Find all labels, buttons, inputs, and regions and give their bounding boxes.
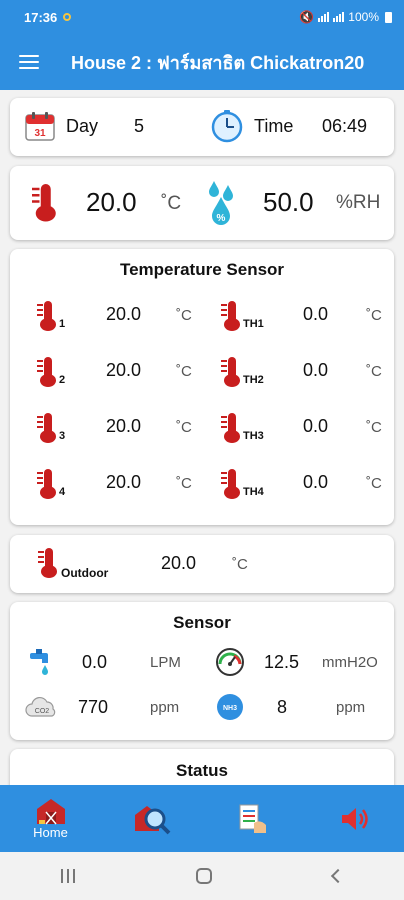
notification-icon	[63, 13, 72, 21]
nh3-icon: NH3	[217, 694, 243, 720]
nh3-icon-label: NH3	[223, 705, 237, 712]
nav-home[interactable]: Home	[0, 785, 101, 852]
sensor-sub-label: 3	[59, 430, 66, 442]
day-value: 5	[134, 116, 145, 136]
co2-value: 770	[78, 697, 109, 717]
thermometer-icon	[37, 413, 59, 443]
nav-report[interactable]	[202, 785, 303, 852]
thermometer-icon	[32, 184, 60, 222]
sensor-sub-label: 2	[59, 374, 66, 386]
nav-home-label: Home	[33, 825, 68, 840]
clock-icon	[211, 110, 243, 143]
sensor-unit: ˚C	[176, 419, 192, 436]
co2-cloud-icon: CO2	[25, 696, 56, 717]
battery-icon	[385, 11, 392, 23]
signal-icon	[318, 12, 330, 22]
sensor-title: Sensor	[173, 613, 231, 632]
calendar-icon: 31	[25, 112, 55, 141]
thermometer-icon	[38, 548, 60, 578]
temperature-sensor-card: Temperature Sensor 1 20.0 ˚C TH1 0.0 ˚C …	[10, 249, 394, 525]
sensor-value: 20.0	[106, 416, 142, 436]
sensor-sub-label: 1	[59, 318, 66, 330]
speaker-alarm-icon	[341, 807, 368, 830]
nav-search-farm[interactable]	[101, 785, 202, 852]
report-document-icon	[239, 804, 266, 833]
mute-icon: 🔇	[299, 10, 315, 24]
outdoor-value: 20.0	[161, 553, 197, 573]
day-label: Day	[66, 116, 99, 136]
bottom-nav: Home	[0, 785, 404, 852]
thermometer-icon	[221, 301, 243, 331]
nav-alarm[interactable]	[303, 785, 404, 852]
sensor-value: 0.0	[303, 416, 329, 436]
main-reading-card: 20.0 ˚C % 50.0 %RH	[10, 166, 394, 240]
water-tap-icon	[30, 649, 48, 675]
sensor-sub-label: TH4	[243, 486, 264, 498]
sensor-unit: ˚C	[366, 419, 382, 436]
sensor-value: 20.0	[106, 472, 142, 492]
menu-icon[interactable]	[19, 55, 39, 69]
system-status-bar: 17:36 🔇 100%	[0, 0, 404, 34]
status-time: 17:36	[24, 9, 58, 25]
status-indicators: 🔇 100%	[299, 10, 392, 24]
thermometer-icon	[221, 357, 243, 387]
humidity-icon: %	[209, 181, 233, 225]
time-value: 06:49	[322, 116, 368, 136]
sensor-unit: ˚C	[366, 363, 382, 380]
sensor-unit: ˚C	[176, 363, 192, 380]
time-label: Time	[254, 116, 294, 136]
sensor-sub-label: TH1	[243, 318, 264, 330]
sensor-unit: ˚C	[366, 475, 382, 492]
thermometer-icon	[37, 301, 59, 331]
recent-apps-icon[interactable]	[60, 869, 75, 883]
thermometer-icon	[221, 413, 243, 443]
sensor-value: 20.0	[106, 304, 142, 324]
sensor-unit: ˚C	[176, 307, 192, 324]
calendar-number: 31	[34, 128, 46, 139]
outdoor-card: Outdoor 20.0 ˚C	[10, 535, 394, 593]
back-icon[interactable]	[331, 868, 346, 884]
temperature-sensor-title: Temperature Sensor	[119, 260, 285, 279]
thermometer-icon	[221, 469, 243, 499]
pressure-value: 12.5	[264, 652, 300, 672]
sensor-unit: ˚C	[176, 475, 192, 492]
thermometer-icon	[37, 357, 59, 387]
farm-house-icon	[36, 799, 65, 825]
co2-unit: ppm	[150, 699, 180, 716]
sensor-value: 0.0	[303, 360, 329, 380]
pressure-unit: mmH2O	[322, 654, 378, 671]
farm-search-icon	[134, 805, 170, 834]
outdoor-label: Outdoor	[61, 566, 109, 580]
outdoor-unit: ˚C	[232, 556, 248, 573]
page-title: House 2 : ฟาร์มสาธิต Chickatron20	[71, 52, 365, 73]
sensor-sub-label: TH2	[243, 374, 264, 386]
sensor-unit: ˚C	[366, 307, 382, 324]
sensor-sub-label: TH3	[243, 430, 264, 442]
pressure-gauge-icon	[216, 648, 244, 676]
humidity-unit: %RH	[336, 192, 381, 213]
app-bar: House 2 : ฟาร์มสาธิต Chickatron20	[0, 34, 404, 90]
day-time-card: 31 Day 5 Time 06:49	[10, 98, 394, 156]
nh3-value: 8	[277, 697, 288, 717]
water-flow-unit: LPM	[150, 654, 181, 671]
thermometer-icon	[37, 469, 59, 499]
svg-text:%: %	[217, 213, 226, 224]
temperature-value: 20.0	[86, 187, 137, 217]
signal-icon-2	[333, 12, 345, 22]
sensor-card: Sensor 0.0 LPM 12.5 mmH2O CO2 770 ppm NH…	[10, 602, 394, 740]
temperature-unit: ˚C	[161, 193, 182, 214]
water-flow-value: 0.0	[82, 652, 108, 672]
home-icon[interactable]	[195, 868, 212, 884]
sensor-value: 0.0	[303, 304, 329, 324]
humidity-value: 50.0	[263, 187, 314, 217]
sensor-value: 20.0	[106, 360, 142, 380]
sensor-sub-label: 4	[59, 486, 66, 498]
nh3-unit: ppm	[336, 699, 366, 716]
status-title: Status	[176, 761, 228, 780]
co2-icon-label: CO2	[35, 708, 50, 715]
system-nav-bar	[0, 852, 404, 900]
battery-percent: 100%	[348, 10, 379, 24]
sensor-value: 0.0	[303, 472, 329, 492]
